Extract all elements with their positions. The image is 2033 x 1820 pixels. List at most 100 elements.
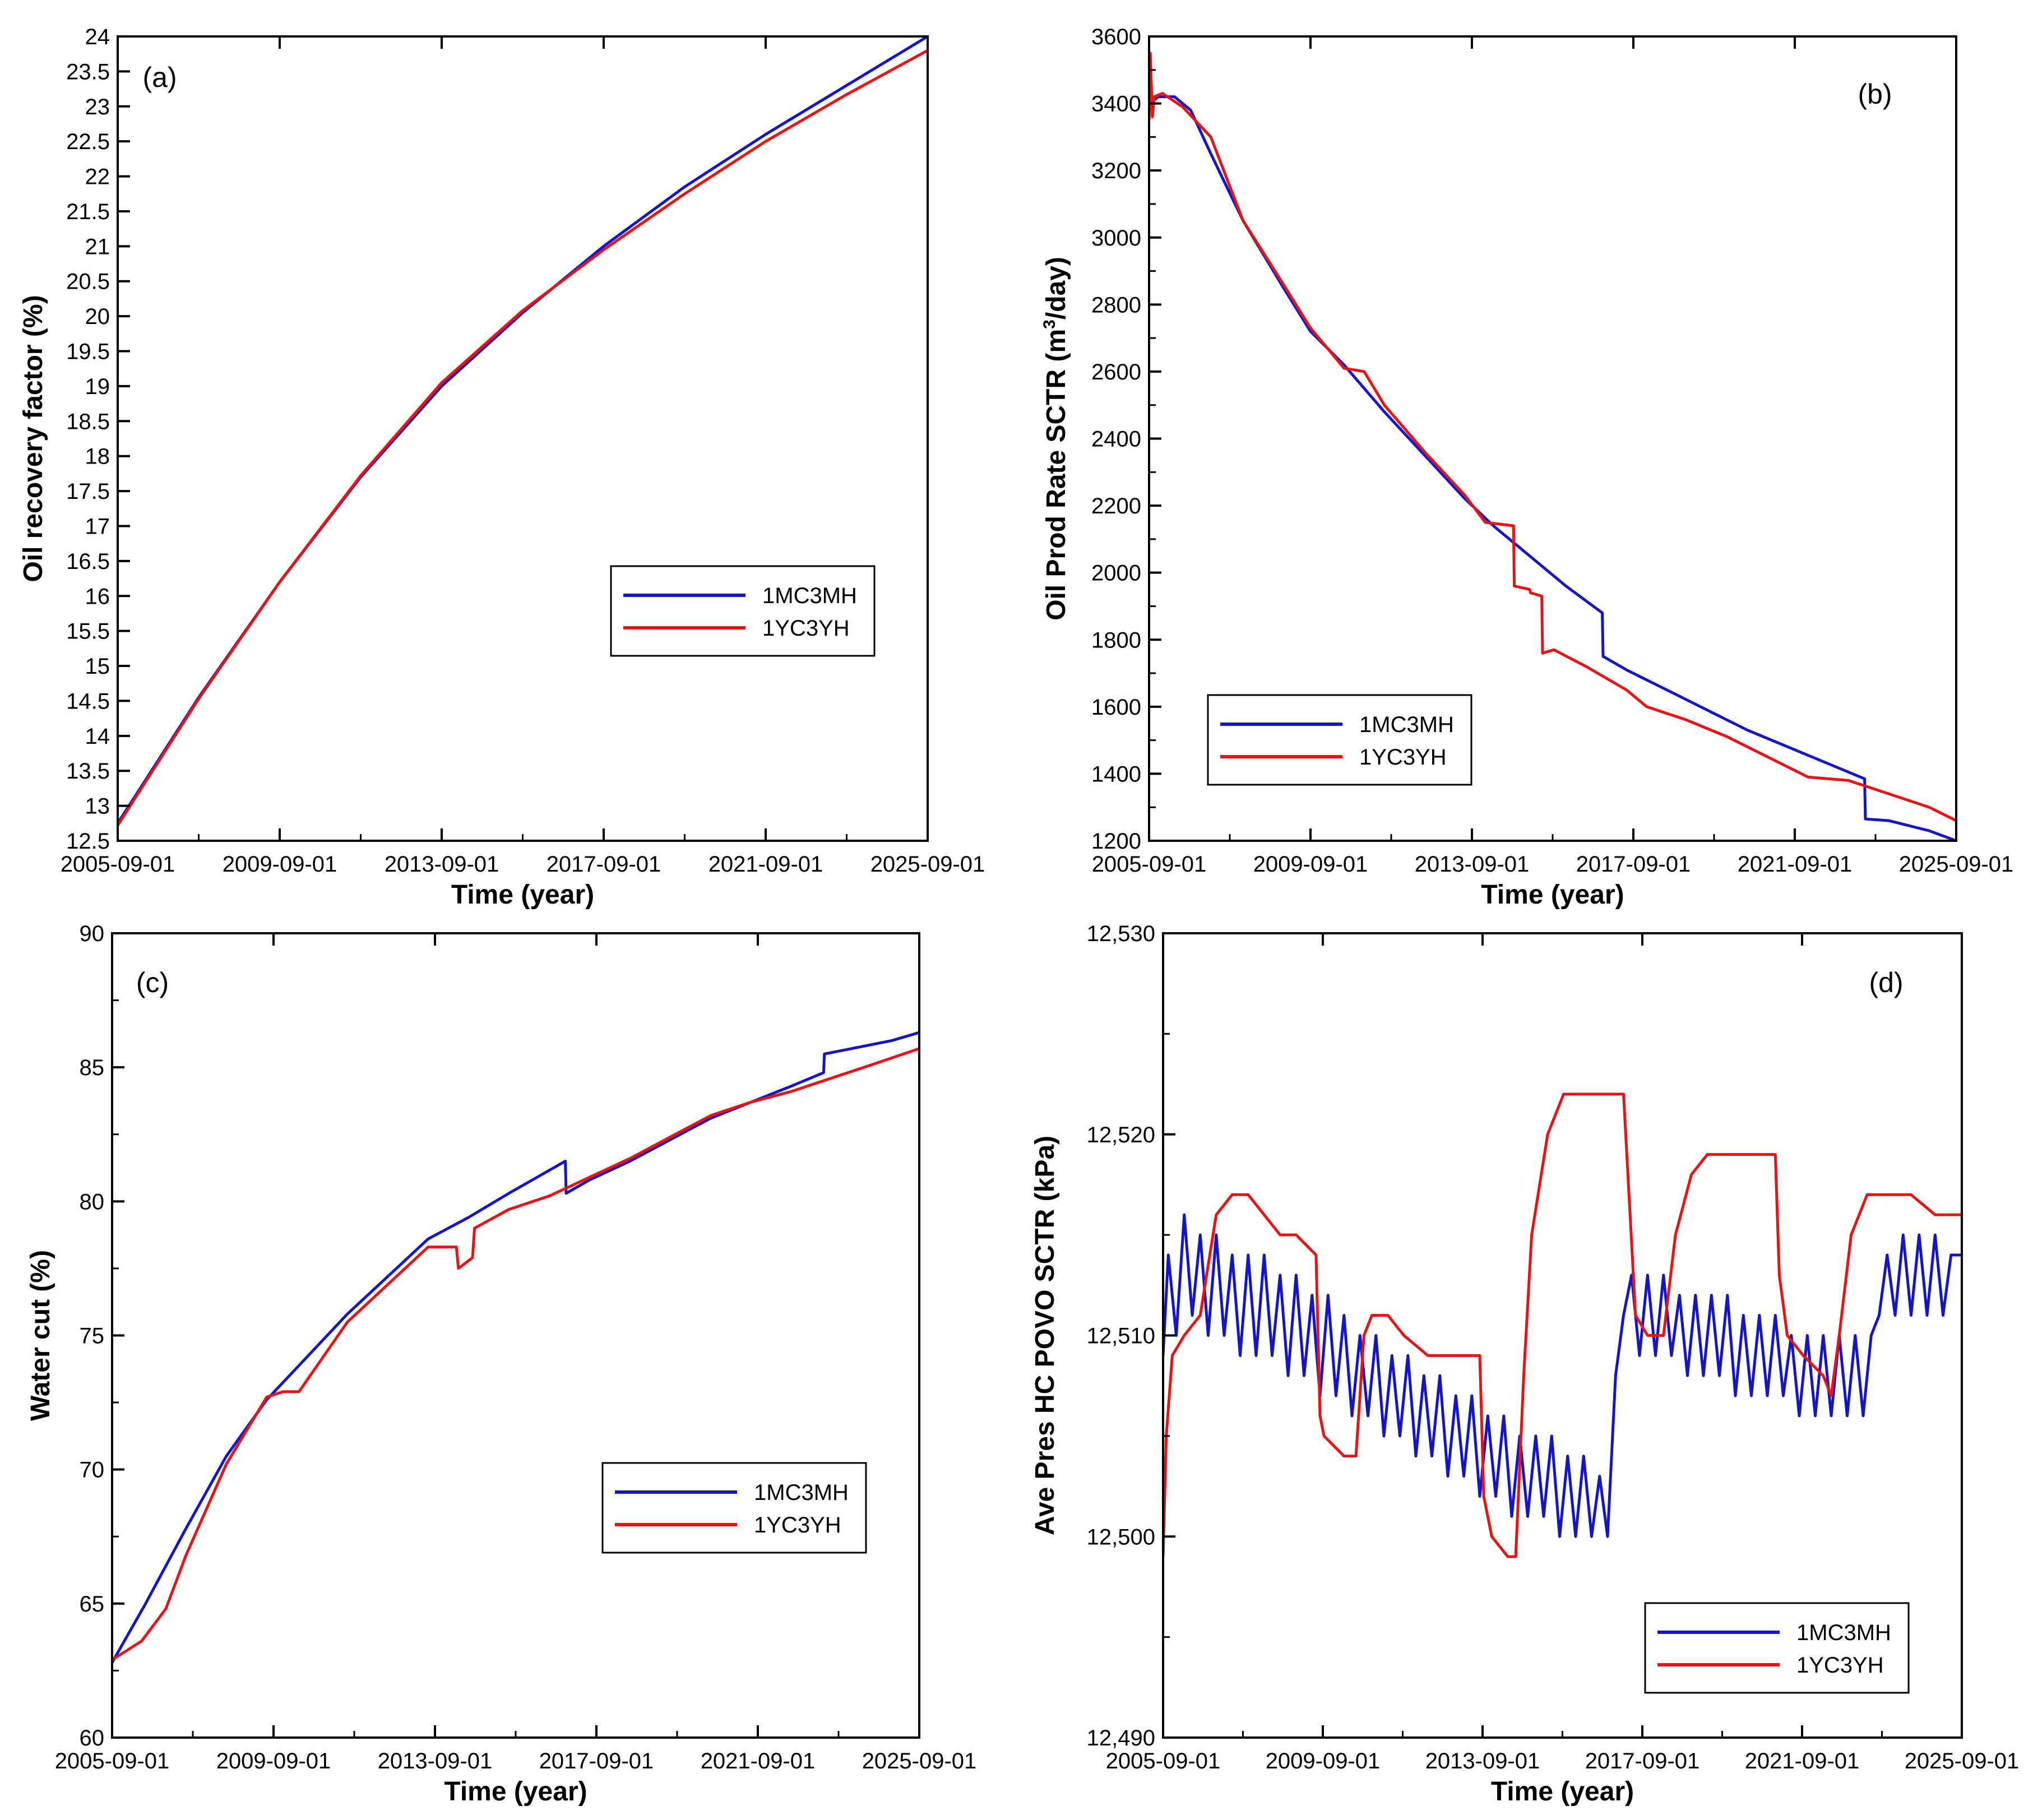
legend-box: [601, 1462, 867, 1554]
y-tick-label: 22: [85, 165, 110, 189]
legend-label: 1YC3YH: [754, 1513, 841, 1537]
y-tick-label: 12.5: [66, 829, 110, 854]
y-axis-title-tail: /day): [1041, 257, 1071, 319]
x-tick-label: 2009-09-01: [216, 1749, 331, 1773]
y-tick-label: 1600: [1091, 695, 1141, 720]
x-tick-label: 2017-09-01: [1585, 1749, 1700, 1773]
y-tick-label: 2200: [1091, 494, 1141, 518]
y-tick-label: 16.5: [66, 549, 110, 574]
x-tick-label: 2021-09-01: [701, 1749, 816, 1773]
x-tick-label: 2005-09-01: [1092, 852, 1207, 877]
y-tick-label: 21: [85, 234, 110, 259]
y-axis-title-superscript: 3: [1040, 319, 1059, 329]
y-tick-label: 12,500: [1087, 1525, 1155, 1549]
y-tick-label: 12,520: [1087, 1123, 1155, 1147]
series-line-1YC3YH: [1163, 1092, 1962, 1558]
x-tick-label: 2013-09-01: [385, 852, 499, 877]
y-tick-label: 16: [85, 584, 110, 609]
legend-box: [610, 565, 876, 657]
x-tick-label: 2009-09-01: [1253, 852, 1368, 877]
y-tick-label: 14.5: [66, 689, 110, 714]
y-tick-label: 18.5: [66, 409, 110, 434]
y-tick-label: 70: [80, 1458, 105, 1483]
y-tick-label: 12,510: [1087, 1324, 1155, 1349]
x-axis-title: Time (year): [1481, 880, 1624, 910]
y-tick-label: 3600: [1091, 25, 1141, 49]
panel-label: (d): [1869, 967, 1903, 998]
x-tick-label: 2021-09-01: [1745, 1749, 1860, 1773]
x-tick-label: 2017-09-01: [547, 852, 661, 877]
x-tick-label: 2005-09-01: [1106, 1749, 1221, 1773]
x-tick-label: 2021-09-01: [708, 852, 823, 877]
panel-c: 2005-09-01 2009-09-01 2013-09-01 2017-09-01…: [26, 921, 976, 1807]
x-tick-label: 2025-09-01: [870, 852, 985, 877]
y-tick-label: 3000: [1091, 226, 1141, 251]
x-tick-label: 2013-09-01: [378, 1749, 493, 1773]
x-tick-label: 2017-09-01: [539, 1749, 654, 1773]
y-tick-label: 13.5: [66, 759, 110, 784]
series-line-1MC3MH: [118, 36, 928, 825]
y-tick-label: 24: [85, 25, 110, 49]
y-axis-title-main: Oil Prod Rate SCTR (m: [1041, 329, 1071, 620]
plot-frame: [111, 932, 920, 1739]
x-tick-label: 2025-09-01: [1899, 852, 2014, 877]
y-tick-label: 17.5: [66, 479, 110, 504]
panel-label: (a): [142, 62, 177, 93]
x-axis-title: Time (year): [444, 1777, 587, 1807]
y-tick-label: 2600: [1091, 360, 1141, 385]
y-tick-label: 17: [85, 514, 110, 539]
x-tick-label: 2009-09-01: [1266, 1749, 1381, 1773]
x-axis-title: Time (year): [1491, 1777, 1634, 1807]
y-tick-label: 1200: [1091, 829, 1141, 854]
y-tick-label: 2400: [1091, 427, 1141, 452]
y-tick-label: 22.5: [66, 129, 110, 154]
panel-label: (b): [1858, 78, 1892, 110]
legend-label: 1MC3MH: [1796, 1620, 1891, 1645]
panel-d: 2005-09-01 2009-09-01 2013-09-01 2017-09-01…: [1030, 921, 2019, 1807]
series-line-1MC3MH: [1149, 95, 1956, 841]
series-line-1YC3YH: [112, 1047, 919, 1661]
series-line-1YC3YH: [118, 49, 928, 826]
y-tick-label: 13: [85, 794, 110, 819]
x-tick-label: 2021-09-01: [1738, 852, 1853, 877]
series-line-1MC3MH: [1163, 1213, 1962, 1538]
x-tick-label: 2025-09-01: [1905, 1749, 2020, 1773]
x-tick-label: 2017-09-01: [1576, 852, 1691, 877]
y-axis-title: Oil recovery factor (%): [18, 295, 48, 582]
y-axis-title: Oil Prod Rate SCTR (m3/day): [1040, 257, 1071, 620]
y-tick-label: 80: [80, 1189, 105, 1214]
y-tick-label: 75: [80, 1324, 105, 1349]
legend-label: 1YC3YH: [762, 616, 850, 641]
y-tick-label: 1800: [1091, 628, 1141, 652]
legend-box: [1207, 694, 1472, 786]
legend: 1MC3MH 1YC3YH: [1644, 1602, 1910, 1694]
legend-label: 1YC3YH: [1796, 1653, 1884, 1678]
series-line-1YC3YH: [1149, 52, 1956, 822]
y-tick-label: 65: [80, 1592, 105, 1617]
y-tick-label: 14: [85, 724, 110, 749]
y-tick-label: 15.5: [66, 619, 110, 644]
x-tick-label: 2013-09-01: [1425, 1749, 1540, 1773]
x-tick-label: 2009-09-01: [223, 852, 337, 877]
y-tick-label: 3400: [1091, 92, 1141, 117]
series-line-1MC3MH: [112, 1031, 919, 1664]
y-tick-label: 19: [85, 374, 110, 399]
y-tick-label: 3200: [1091, 159, 1141, 183]
plot-frame: [117, 35, 929, 842]
legend-label: 1MC3MH: [762, 583, 857, 608]
x-tick-label: 2005-09-01: [61, 852, 175, 877]
y-tick-label: 23: [85, 95, 110, 119]
y-tick-label: 23.5: [66, 59, 110, 84]
x-tick-label: 2025-09-01: [862, 1749, 977, 1773]
y-tick-label: 2000: [1091, 561, 1141, 586]
y-tick-label: 1400: [1091, 762, 1141, 786]
x-axis-title: Time (year): [451, 880, 594, 910]
legend-box: [1644, 1602, 1910, 1694]
x-tick-label: 2013-09-01: [1415, 852, 1530, 877]
panel-b: 2005-09-01 2009-09-01 2013-09-01 2017-09-01…: [1040, 25, 2013, 910]
legend: 1MC3MH 1YC3YH: [601, 1462, 867, 1554]
y-tick-label: 2800: [1091, 293, 1141, 317]
x-tick-label: 2005-09-01: [55, 1749, 170, 1773]
y-axis-title: Ave Pres HC POVO SCTR (kPa): [1030, 1136, 1060, 1535]
